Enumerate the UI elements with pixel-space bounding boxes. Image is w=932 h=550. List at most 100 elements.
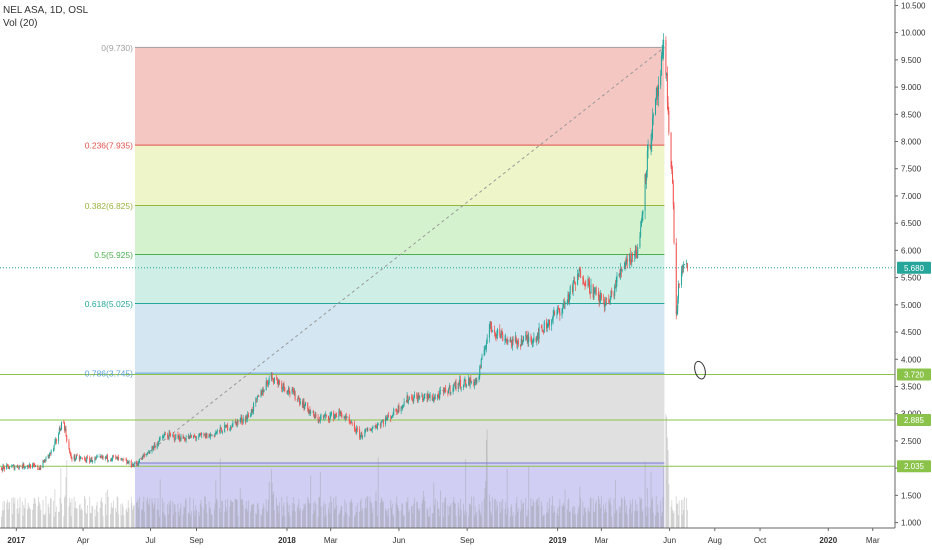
candle-body (552, 315, 554, 320)
candle-body (391, 416, 393, 417)
volume-bar (505, 514, 507, 528)
candle-body (647, 145, 649, 152)
volume-bar (631, 513, 633, 528)
volume-bar (343, 516, 345, 528)
candle-body (225, 425, 227, 428)
x-tick-label: 2018 (278, 536, 296, 545)
candle-body (81, 457, 83, 459)
candle-body (465, 379, 467, 387)
volume-bar (348, 516, 350, 528)
candle-body (199, 433, 201, 435)
candle-body (683, 264, 685, 268)
volume-bar (536, 499, 538, 528)
candle-body (485, 348, 487, 350)
volume-bar (141, 509, 143, 528)
volume-bar (252, 504, 254, 528)
candle-body (185, 437, 187, 441)
candle-body (623, 266, 625, 270)
volume-bar (516, 496, 518, 528)
candle-body (600, 292, 602, 299)
volume-bar (629, 508, 630, 528)
candle-body (448, 385, 450, 390)
candle-body (422, 397, 424, 401)
candle-body (458, 383, 460, 385)
volume-bar (193, 498, 194, 528)
candle-body (510, 340, 512, 342)
candle-body (216, 431, 218, 434)
candle-body (141, 458, 143, 460)
volume-bar (133, 504, 135, 528)
candle-body (125, 459, 127, 461)
volume-bar (138, 507, 140, 528)
candle-body (388, 415, 390, 417)
volume-bar (542, 516, 544, 528)
candle-body (328, 419, 330, 421)
volume-bar (376, 500, 378, 528)
candle-body (315, 414, 317, 417)
candle-body (640, 220, 642, 228)
volume-bar (382, 502, 384, 528)
candle-body (286, 390, 288, 393)
volume-bar (646, 515, 648, 528)
candle-body (194, 436, 196, 437)
candle-body (42, 460, 44, 468)
volume-bar (313, 511, 315, 528)
volume-bar (408, 509, 410, 528)
volume-bar (144, 512, 146, 528)
candle-body (630, 261, 632, 262)
candle-body (267, 382, 269, 385)
volume-bar (676, 503, 678, 528)
price-label-bg (897, 460, 931, 473)
volume-bar (54, 489, 56, 528)
volume-bar (680, 500, 682, 528)
volume-bar (239, 488, 241, 528)
candle-body (362, 436, 364, 438)
volume-bar (417, 502, 418, 528)
candle-body (566, 301, 568, 303)
volume-bar (598, 499, 600, 528)
candle-body (3, 466, 5, 470)
fib-band-0.382 (134, 205, 665, 255)
y-tick-label: 6.000 (901, 246, 922, 255)
volume-bar (595, 500, 597, 528)
volume-bar (459, 516, 461, 528)
x-tick-label: Mar (594, 536, 608, 545)
volume-bar (271, 482, 273, 528)
candle-body (419, 396, 421, 398)
volume-bar (566, 509, 568, 528)
candle-body (305, 402, 307, 406)
candle-body (123, 459, 125, 461)
volume-bar (608, 499, 610, 528)
volume-bar (651, 500, 653, 528)
volume-bar (257, 503, 259, 528)
volume-bar (613, 498, 615, 528)
candle-body (606, 297, 608, 300)
candle-body (211, 434, 213, 436)
volume-bar (475, 514, 477, 528)
y-tick-label: 3.500 (901, 382, 922, 391)
volume-bar (336, 505, 338, 528)
candle-body (476, 379, 478, 383)
candle-body (474, 379, 476, 383)
volume-bar (531, 506, 533, 528)
volume-bar (267, 499, 269, 528)
candle-body (668, 111, 670, 133)
candle-body (55, 439, 57, 442)
candle-body (157, 443, 159, 445)
candle-body (138, 462, 140, 465)
volume-bar (71, 498, 73, 528)
volume-bar (196, 510, 197, 528)
candle-body (158, 438, 160, 442)
candle-body (660, 55, 662, 76)
candle-body (398, 405, 400, 412)
candle-body (198, 433, 200, 437)
candle-body (66, 435, 68, 441)
candle-body (678, 283, 680, 286)
candle-body (391, 416, 393, 419)
volume-bar (641, 512, 643, 528)
volume-bar (164, 516, 166, 528)
candle-body (511, 339, 513, 347)
candle-body (287, 392, 289, 393)
candle-body (255, 398, 257, 404)
